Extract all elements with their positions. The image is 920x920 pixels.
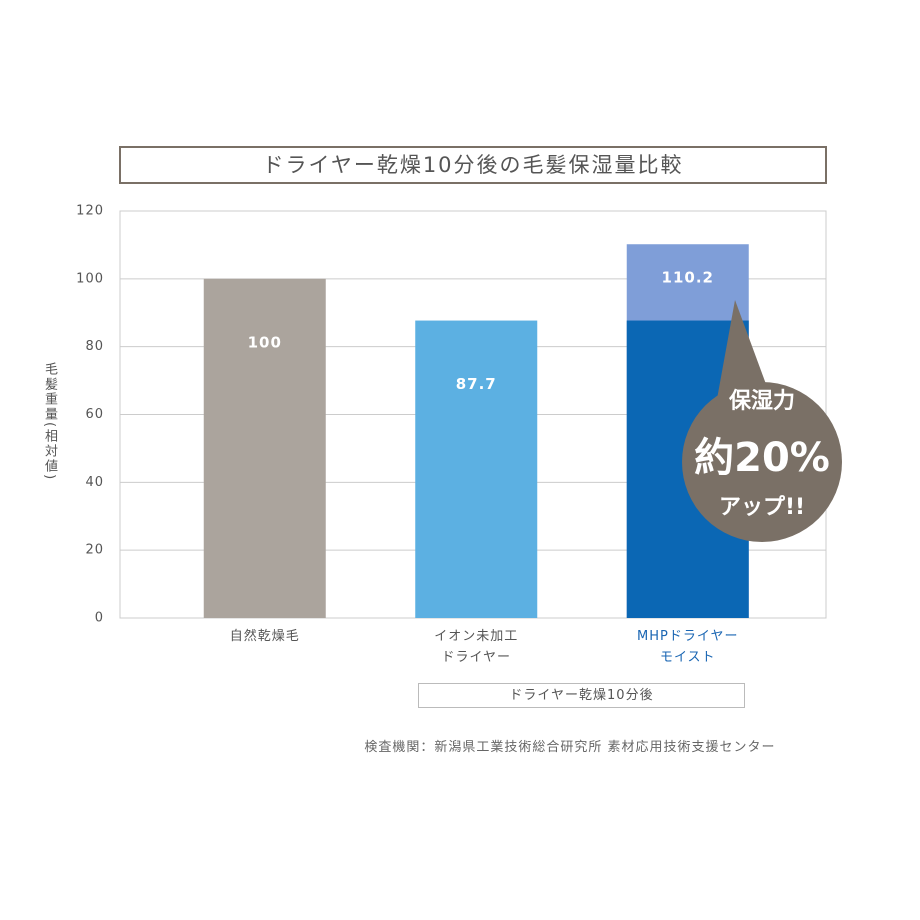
y-tick-label: 120	[76, 204, 104, 219]
bar	[203, 278, 326, 618]
y-axis-label: 毛髪重量(相対値)	[42, 362, 57, 482]
x-tick-label: MHPドライヤー モイスト	[637, 629, 739, 665]
annotation-text: 保湿力	[728, 389, 795, 414]
y-tick-label: 40	[85, 475, 104, 490]
y-tick-label: 80	[85, 339, 104, 354]
note: ドライヤー乾燥10分後	[418, 683, 745, 708]
x-tick-label: イオン未加工 ドライヤー	[434, 629, 519, 665]
source: 検査機関：新潟県工業技術総合研究所 素材応用技術支援センター	[364, 740, 776, 755]
y-tick-label: 100	[76, 271, 104, 286]
x-tick-label: 自然乾燥毛	[229, 629, 300, 644]
annotation-text: アップ!!	[719, 495, 805, 520]
bar	[415, 320, 538, 618]
title-box	[119, 146, 827, 184]
value-label: 87.7	[456, 375, 497, 393]
annotation-text: 約20%	[694, 435, 830, 481]
chart-title: ドライヤー乾燥10分後の毛髪保湿量比較	[262, 153, 683, 177]
bubble	[682, 382, 842, 542]
y-tick-label: 20	[85, 543, 104, 558]
y-tick-label: 60	[85, 407, 104, 422]
value-label: 110.2	[662, 269, 714, 287]
value-label: 100	[248, 333, 282, 351]
y-tick-label: 0	[95, 611, 104, 626]
